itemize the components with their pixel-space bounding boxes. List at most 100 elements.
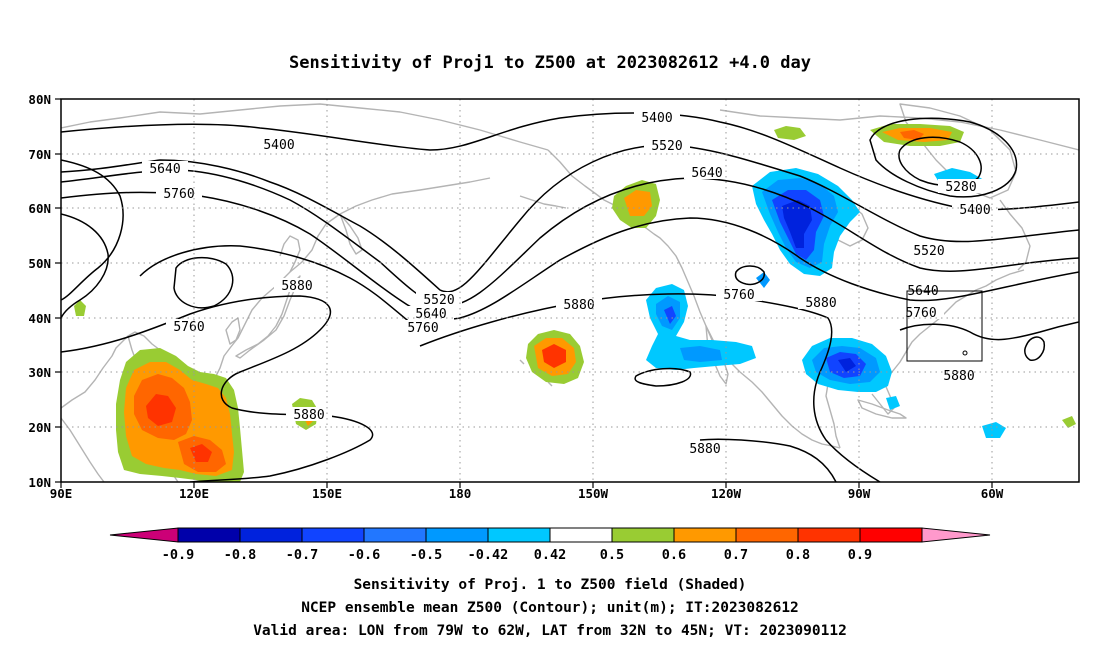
contour-5400-arctic — [61, 112, 1079, 211]
contour-label: 5520 — [906, 243, 952, 259]
shade-west-asia-green — [74, 300, 86, 316]
contour-label: 5760 — [400, 320, 446, 336]
colorbar-label: -0.7 — [286, 547, 319, 563]
contour-5760-west — [61, 213, 109, 319]
contour-5760-asia — [139, 245, 421, 331]
colorbar-box — [735, 527, 799, 543]
contour-label: 5400 — [634, 110, 680, 126]
shade-cpac-red — [542, 344, 566, 368]
contour-label: 5760 — [898, 305, 944, 321]
svg-text:5880: 5880 — [689, 442, 720, 457]
colorbar-box — [859, 527, 923, 543]
contour-5400-greenland — [869, 117, 1018, 198]
shade-epac-neg-mid2 — [680, 346, 722, 362]
contour-label: 5640 — [142, 161, 188, 177]
contour-label: 5760 — [716, 287, 762, 303]
contour-label: 5640 — [408, 306, 454, 322]
colorbar-box — [301, 527, 365, 543]
svg-text:5880: 5880 — [293, 408, 324, 423]
contour-label: 5520 — [416, 292, 462, 308]
svg-text:5760: 5760 — [173, 320, 204, 335]
colorbar: -0.9 -0.8 -0.7 -0.6 -0.5 -0.42 0.42 0.5 0.6 0.7 0.… — [109, 527, 991, 563]
contour-5880-asia — [61, 295, 374, 482]
contour-atl-loop — [1024, 336, 1046, 361]
contour-labels: 5400 5400 5400 5520 5520 5520 5640 5640 … — [142, 110, 998, 457]
contour-label: 5880 — [682, 441, 728, 457]
lat-label: 70N — [28, 147, 51, 162]
figure-title: Sensitivity of Proj1 to Z500 at 20230826… — [289, 53, 811, 73]
colorbar-label: 0.7 — [724, 547, 748, 563]
colorbar-label: 0.42 — [534, 547, 567, 563]
lon-label: 120E — [179, 486, 209, 501]
lon-label: 180 — [449, 486, 472, 501]
colorbar-under-arrow — [109, 527, 179, 543]
contour-5880-pacific — [419, 293, 881, 482]
latitude-labels: 80N 70N 60N 50N 40N 30N 20N 10N — [28, 92, 51, 490]
lon-label: 90E — [50, 486, 73, 501]
svg-text:5760: 5760 — [407, 321, 438, 336]
lat-label: 50N — [28, 256, 51, 271]
contour-5880-loop-west — [173, 256, 234, 309]
svg-text:5520: 5520 — [651, 139, 682, 154]
coast-korea — [225, 317, 241, 345]
contour-5640-north — [61, 169, 1079, 307]
svg-text:5880: 5880 — [805, 296, 836, 311]
shade-se-asia-red2 — [190, 444, 212, 462]
coast-aleutians — [519, 195, 567, 209]
contour-label: 5880 — [286, 407, 332, 423]
lat-label: 10N — [28, 475, 51, 490]
lon-label: 90W — [848, 486, 871, 501]
svg-text:5520: 5520 — [913, 244, 944, 259]
coast-india — [61, 417, 105, 482]
svg-text:5400: 5400 — [641, 111, 672, 126]
colorbar-box — [673, 527, 737, 543]
longitude-labels: 90E 120E 150E 180 150W 120W 90W 60W — [50, 486, 1004, 501]
shade-atl-green — [1062, 416, 1076, 428]
contour-label: 5880 — [936, 368, 982, 384]
svg-text:5520: 5520 — [423, 293, 454, 308]
contour-label: 5880 — [556, 297, 602, 313]
colorbar-box — [797, 527, 861, 543]
colorbar-label: -0.6 — [348, 547, 381, 563]
svg-text:5400: 5400 — [263, 138, 294, 153]
colorbar-boxes — [177, 527, 923, 543]
lon-label: 60W — [981, 486, 1004, 501]
contour-5520-north — [61, 144, 1079, 293]
contour-label: 5880 — [274, 278, 320, 294]
svg-text:5640: 5640 — [149, 162, 180, 177]
shade-canada-neg-small — [756, 272, 770, 288]
contour-label: 5400 — [256, 137, 302, 153]
lon-label: 150E — [312, 486, 342, 501]
colorbar-box — [177, 527, 241, 543]
colorbar-label: -0.5 — [410, 547, 443, 563]
coast-siberia-north — [61, 103, 549, 151]
svg-text:5400: 5400 — [959, 203, 990, 218]
coast-alaska — [547, 149, 841, 449]
colorbar-label: 0.9 — [848, 547, 872, 563]
coast-labrador — [999, 199, 1031, 271]
contour-5760-loop-canada — [734, 265, 765, 286]
lon-label: 150W — [578, 486, 609, 501]
shade-canada-neg-darker — [782, 200, 812, 248]
svg-text:5280: 5280 — [945, 180, 976, 195]
colorbar-label: 0.6 — [662, 547, 686, 563]
colorbar-label: -0.42 — [468, 547, 509, 563]
caption-line-1: Sensitivity of Proj. 1 to Z500 field (Sh… — [354, 577, 747, 593]
coast-kamchatka — [339, 213, 363, 255]
svg-text:5760: 5760 — [163, 187, 194, 202]
colorbar-label: 0.8 — [786, 547, 810, 563]
contour-5280-greenland — [898, 136, 982, 187]
colorbar-over-arrow — [921, 527, 991, 543]
shade-greenland-dorange — [900, 130, 924, 140]
shade-se-asia-red — [146, 394, 176, 426]
colorbar-box — [425, 527, 489, 543]
colorbar-labels: -0.9 -0.8 -0.7 -0.6 -0.5 -0.42 0.42 0.5 0.6 0.7 0.… — [162, 547, 872, 563]
lat-label: 60N — [28, 201, 51, 216]
lat-label: 30N — [28, 365, 51, 380]
coast-cuba — [857, 399, 907, 419]
contour-5880-atlantic — [899, 321, 1079, 341]
lon-label: 120W — [711, 486, 742, 501]
colorbar-box — [611, 527, 675, 543]
caption-line-3: Valid area: LON from 79W to 62W, LAT fro… — [253, 623, 847, 639]
